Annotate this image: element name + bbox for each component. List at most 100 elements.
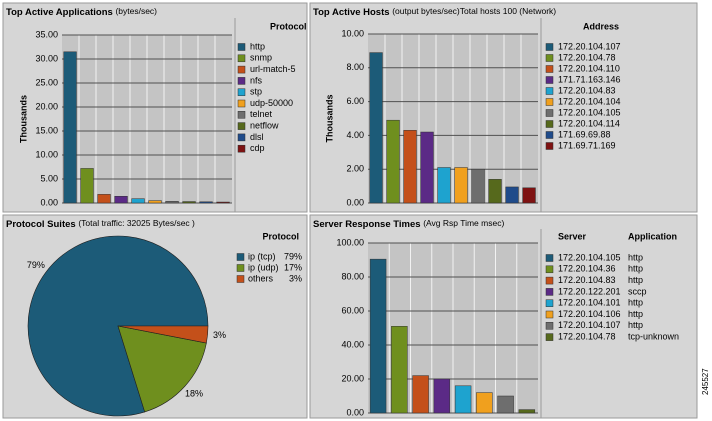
legend-label: 172.20.104.107: [558, 41, 621, 51]
y-tick-label: 5.00: [40, 173, 58, 183]
legend-swatch: [545, 254, 554, 262]
legend-label: dlsl: [250, 132, 264, 142]
bar: [437, 167, 451, 204]
y-tick-label: 6.00: [346, 96, 364, 106]
slice-label: 18%: [185, 388, 203, 398]
bar: [165, 201, 179, 204]
legend-swatch: [545, 109, 554, 117]
bar: [369, 258, 387, 414]
legend-value: 79%: [284, 251, 302, 261]
legend-label: 172.20.104.78: [558, 331, 616, 341]
panel-title: Top Active Hosts (output bytes/sec)Total…: [313, 6, 556, 17]
y-tick-label: 2.00: [346, 164, 364, 174]
y-tick-label: 60.00: [341, 305, 364, 315]
bar: [403, 130, 417, 204]
legend-swatch: [545, 333, 554, 341]
bar: [216, 201, 230, 204]
bar: [391, 326, 408, 414]
legend-value: 3%: [289, 273, 302, 283]
legend-swatch: [545, 76, 554, 84]
y-tick-label: 10.00: [341, 28, 364, 38]
legend-label: 172.20.122.201: [558, 286, 621, 296]
y-tick-label: 4.00: [346, 130, 364, 140]
bar: [420, 131, 434, 204]
legend-swatch: [237, 144, 246, 153]
legend-label: telnet: [250, 109, 273, 119]
legend-application: http: [628, 309, 643, 319]
legend-label: 171.71.163.146: [558, 74, 621, 84]
legend-label: stp: [250, 87, 262, 97]
y-tick-label: 40.00: [341, 339, 364, 349]
panel-title: Server Response Times (Avg Rsp Time msec…: [313, 218, 504, 229]
bar: [412, 375, 429, 414]
legend-label: 172.20.104.106: [558, 309, 621, 319]
legend-label: udp-50000: [250, 98, 293, 108]
y-tick-label: 100.00: [336, 237, 364, 247]
legend-application: http: [628, 320, 643, 330]
legend-header: Server: [558, 231, 587, 241]
bar: [471, 168, 485, 204]
legend-application: sccp: [628, 286, 647, 296]
y-tick-label: 0.00: [346, 197, 364, 207]
slice-label: 79%: [27, 260, 45, 270]
legend-label: 172.20.104.110: [558, 63, 620, 73]
panel-title: Top Active Applications (bytes/sec): [6, 6, 157, 17]
y-axis-label: Thousands: [324, 94, 334, 142]
bar: [131, 198, 145, 204]
legend-label: ip (udp): [248, 262, 279, 272]
bar: [476, 392, 493, 414]
subtitle: (Total traffic: 32025 Bytes/sec ): [78, 218, 195, 228]
legend-label: 172.20.104.104: [558, 96, 621, 106]
legend-label: 171.69.71.169: [558, 140, 616, 150]
legend-title: Protocol: [262, 231, 299, 241]
legend-label: others: [248, 273, 274, 283]
subtitle: (output bytes/sec)Total hosts 100 (Netwo…: [392, 6, 556, 16]
legend-swatch: [545, 288, 554, 296]
legend-label: netflow: [250, 120, 279, 130]
bar: [63, 51, 77, 204]
bar: [80, 168, 94, 204]
subtitle: (bytes/sec): [115, 6, 157, 16]
legend-label: 172.20.104.105: [558, 107, 621, 117]
legend-label: 172.20.104.101: [558, 298, 621, 308]
legend-value: 17%: [284, 262, 302, 272]
bar: [386, 119, 400, 204]
legend-swatch: [237, 77, 246, 85]
bar: [182, 201, 196, 204]
title: Protocol Suites: [6, 219, 76, 230]
legend-swatch: [545, 310, 554, 319]
bar: [97, 194, 111, 204]
y-axis-label: Thousands: [18, 95, 28, 143]
legend-label: 172.20.104.83: [558, 275, 616, 285]
legend-application: http: [628, 264, 643, 274]
bar: [114, 196, 128, 204]
legend-swatch: [236, 253, 245, 261]
bar: [522, 187, 536, 204]
y-tick-label: 20.00: [341, 373, 364, 383]
y-tick-label: 10.00: [35, 149, 58, 159]
legend-swatch: [545, 54, 554, 62]
legend-application: tcp-unknown: [628, 331, 679, 341]
legend-label: ip (tcp): [248, 251, 276, 261]
legend-label: snmp: [250, 53, 272, 63]
y-tick-label: 35.00: [35, 29, 58, 39]
legend-label: 172.20.104.78: [558, 52, 616, 62]
legend-label: cdp: [250, 143, 265, 153]
y-tick-label: 25.00: [35, 77, 58, 87]
legend-label: 172.20.104.107: [558, 320, 621, 330]
bar: [518, 409, 536, 414]
y-tick-label: 30.00: [35, 53, 58, 63]
title: Server Response Times: [313, 219, 421, 230]
legend-label: 171.69.69.88: [558, 129, 611, 139]
title: Top Active Hosts: [313, 7, 390, 18]
legend-swatch: [545, 87, 554, 95]
y-tick-label: 15.00: [35, 125, 58, 135]
legend-swatch: [545, 299, 554, 307]
bar: [505, 186, 519, 204]
y-tick-label: 0.00: [346, 407, 364, 417]
y-tick-label: 20.00: [35, 101, 58, 111]
legend-label: 172.20.104.114: [558, 118, 620, 128]
legend-swatch: [545, 142, 554, 150]
legend-swatch: [545, 43, 554, 51]
